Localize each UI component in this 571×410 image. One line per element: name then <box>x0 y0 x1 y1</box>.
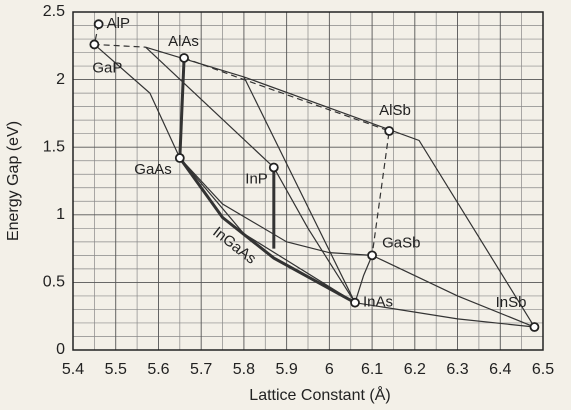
point-label: AlP <box>107 15 130 32</box>
y-tick-label: 1.5 <box>43 138 65 155</box>
y-axis-label: Energy Gap (eV) <box>5 121 22 241</box>
x-tick-label: 5.5 <box>105 361 127 378</box>
curve <box>243 76 356 303</box>
x-tick-label: 6 <box>325 361 334 378</box>
point-label: GaAs <box>134 161 172 178</box>
curve <box>178 57 186 159</box>
y-tick-label: 2.5 <box>43 3 65 20</box>
point-label: AlSb <box>379 102 411 119</box>
compound-point <box>174 153 185 163</box>
point-label: InAs <box>363 294 393 311</box>
x-tick-label: 6.1 <box>361 361 383 378</box>
curve <box>145 46 275 168</box>
curve <box>179 157 356 304</box>
compound-point <box>367 250 377 261</box>
plot-frame <box>72 11 544 351</box>
compound-point <box>384 126 395 136</box>
curve <box>178 157 356 304</box>
compound-point <box>179 53 189 63</box>
x-tick-label: 5.9 <box>276 361 298 378</box>
compound-point <box>529 322 540 332</box>
compound-point <box>268 162 279 173</box>
y-tick-label: 2 <box>56 71 65 88</box>
compound-point <box>350 297 360 308</box>
point-label: GaP <box>92 59 122 76</box>
curve <box>93 43 181 159</box>
curve <box>354 302 535 328</box>
curve <box>273 167 356 304</box>
x-axis-label: Lattice Constant (Å) <box>249 385 390 404</box>
compound-point <box>89 39 100 50</box>
point-label: InP <box>245 170 268 187</box>
x-tick-label: 6.5 <box>532 361 554 378</box>
x-tick-label: 5.4 <box>62 361 84 378</box>
annotation: InGaAs <box>209 223 259 267</box>
x-tick-label: 6.4 <box>489 361 511 378</box>
point-label: AlAs <box>168 33 199 50</box>
curve <box>371 254 535 328</box>
x-tick-label: 5.7 <box>190 361 212 378</box>
point-label: InSb <box>496 294 527 311</box>
x-tick-label: 6.3 <box>446 361 468 378</box>
x-tick-label: 6.2 <box>404 361 426 378</box>
x-tick-label: 5.8 <box>233 361 255 378</box>
curve <box>354 255 373 303</box>
curve <box>183 57 390 256</box>
x-tick-label: 5.6 <box>147 361 169 378</box>
curve <box>179 157 373 256</box>
y-tick-label: 0.5 <box>43 274 65 291</box>
point-label: GaSb <box>382 234 420 251</box>
y-tick-label: 1 <box>56 206 65 223</box>
y-tick-label: 0 <box>56 341 65 358</box>
compound-point <box>93 19 104 30</box>
